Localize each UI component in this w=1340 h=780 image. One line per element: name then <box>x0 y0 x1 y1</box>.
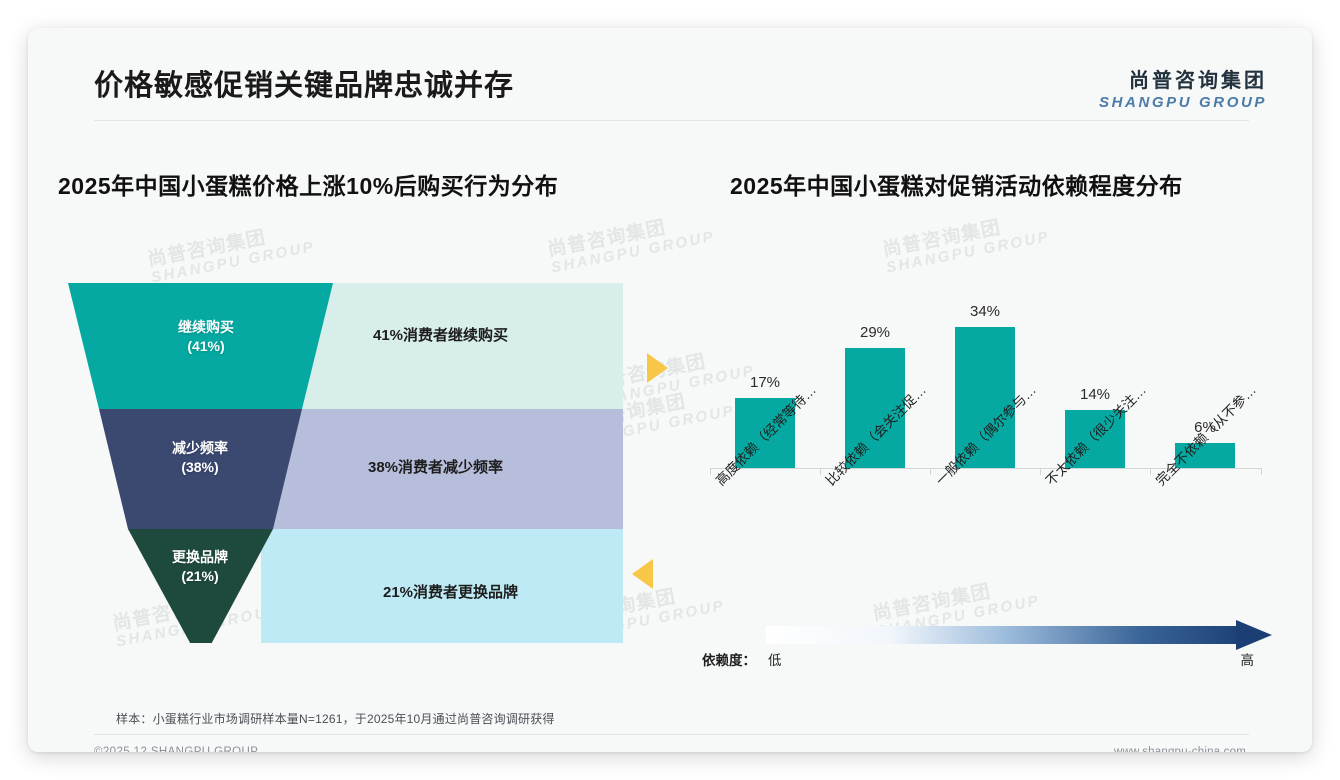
logo-chinese-text: 尚普咨询集团 <box>1129 70 1267 92</box>
funnel-segment-label-2: 减少频率 (38%) <box>172 440 228 475</box>
header-divider <box>94 120 1249 121</box>
legend-high-label: 高 <box>1240 653 1255 668</box>
bar-rect[interactable] <box>845 348 905 468</box>
funnel-annotation-3: 21%消费者更换品牌 <box>383 584 519 601</box>
axis-tick <box>1040 468 1041 475</box>
source-footnote: 样本：小蛋糕行业市场调研样本量N=1261，于2025年10月通过尚普咨询调研获… <box>116 712 555 726</box>
left-chart-title: 2025年中国小蛋糕价格上涨10%后购买行为分布 <box>58 173 559 199</box>
bar-category-label: 高度依赖（经常等待… <box>712 382 819 489</box>
dependency-gradient-legend: 依赖度： 低 高 <box>688 618 1288 678</box>
funnel-annotation-1: 41%消费者继续购买 <box>373 327 509 344</box>
copyright-text: ©2025.12 SHANGPU GROUP <box>94 746 259 752</box>
bar-value-label: 6% <box>1194 419 1216 436</box>
legend-caption: 依赖度： <box>702 653 756 668</box>
funnel-segment-label-1: 继续购买 (41%) <box>178 319 234 354</box>
bar-column[interactable]: 6% <box>1175 419 1235 468</box>
arrow-left-icon <box>632 559 653 589</box>
slide-canvas: 尚普咨询集团 SHANGPU GROUP 尚普咨询集团 SHANGPU GROU… <box>28 28 1312 752</box>
arrow-right-icon <box>647 353 668 383</box>
axis-tick <box>930 468 931 475</box>
funnel-segment-3 <box>128 529 273 643</box>
bar-value-label: 17% <box>749 374 781 391</box>
right-chart-title: 2025年中国小蛋糕对促销活动依赖程度分布 <box>730 173 1183 199</box>
funnel-graphic <box>68 283 623 643</box>
bar-category-label: 完全不依赖（从不参… <box>1152 382 1259 489</box>
bar-value-label: 29% <box>859 324 891 341</box>
footer-divider <box>94 734 1249 735</box>
bar-rect[interactable] <box>1065 410 1125 468</box>
bar-rect[interactable] <box>1175 443 1235 468</box>
funnel-panel-3 <box>261 529 623 643</box>
axis-tick <box>820 468 821 475</box>
funnel-panel-2 <box>261 409 623 529</box>
axis-tick <box>1150 468 1151 475</box>
funnel-chart: 继续购买 (41%) 减少频率 (38%) 更换品牌 (21%) 41%消费者继… <box>58 223 668 643</box>
website-link[interactable]: www.shangpu-china.com <box>1113 746 1246 752</box>
funnel-segment-2 <box>99 409 302 529</box>
page-title: 价格敏感促销关键品牌忠诚并存 <box>94 70 515 102</box>
bar-column[interactable]: 29% <box>845 324 905 468</box>
bar-column[interactable]: 14% <box>1065 386 1125 468</box>
legend-low-label: 低 <box>768 653 782 668</box>
company-logo: 尚普咨询集团 SHANGPU GROUP <box>1099 64 1267 111</box>
bar-rect[interactable] <box>735 398 795 468</box>
funnel-segment-label-3: 更换品牌 (21%) <box>172 549 228 584</box>
bar-value-label: 34% <box>969 303 1001 320</box>
funnel-segment-1 <box>68 283 333 409</box>
funnel-annotation-2: 38%消费者减少频率 <box>368 459 504 476</box>
bar-rect[interactable] <box>955 327 1015 468</box>
bar-chart-axis <box>710 468 1262 469</box>
bar-column[interactable]: 34% <box>955 303 1015 468</box>
axis-tick <box>1261 468 1262 475</box>
slide-header: 价格敏感促销关键品牌忠诚并存 尚普咨询集团 SHANGPU GROUP <box>28 28 1312 121</box>
bar-column[interactable]: 17% <box>735 374 795 468</box>
gradient-arrow-icon <box>766 620 1272 650</box>
dependency-bar-chart: 17% 29% 34% 14% 6% 高度依赖（经常等待… 比较依赖（会关注促…… <box>688 223 1288 643</box>
axis-tick <box>710 468 711 475</box>
bar-value-label: 14% <box>1079 386 1111 403</box>
logo-english-text: SHANGPU GROUP <box>1099 94 1267 111</box>
